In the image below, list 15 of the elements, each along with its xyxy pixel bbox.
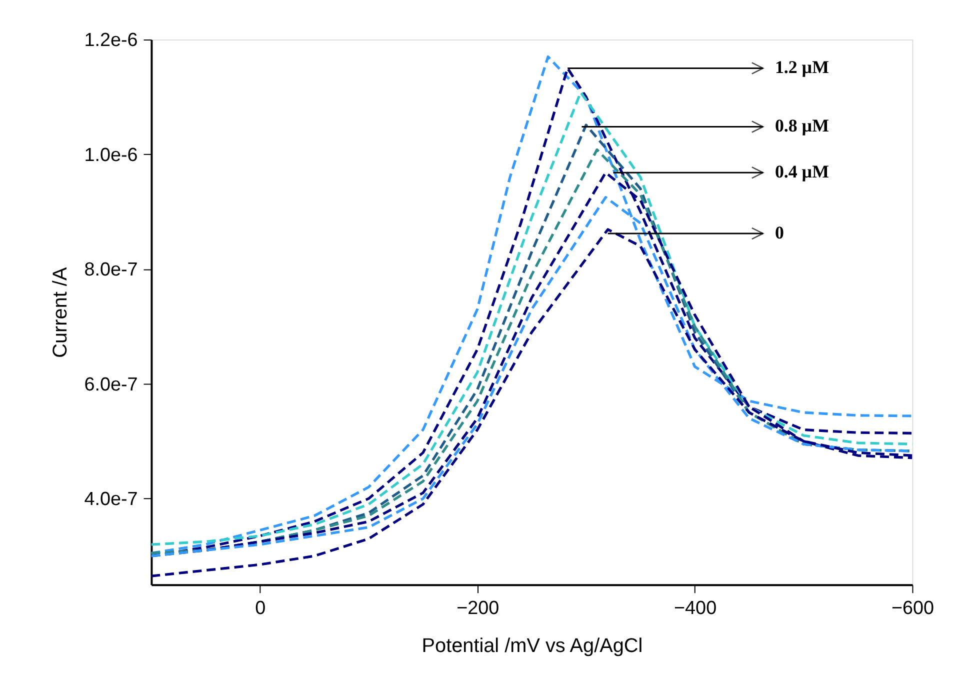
- x-tick-label: −200: [456, 598, 500, 620]
- y-tick-label: 6.0e-7: [84, 374, 138, 396]
- x-tick-label: 0: [255, 598, 266, 620]
- y-tick-label: 4.0e-7: [84, 489, 138, 510]
- y-tick-label: 1.2e-6: [84, 30, 138, 51]
- y-axis-title: Current /A: [49, 266, 72, 358]
- annotation: 0: [774, 222, 784, 242]
- x-tick-label: −400: [674, 598, 717, 620]
- x-tick-label: −600: [891, 598, 934, 620]
- annotation: 0.8 µM: [774, 116, 830, 136]
- y-tick-label: 1.0e-6: [84, 144, 138, 166]
- annotation: 1.2 µM: [774, 57, 830, 78]
- y-tick-label: 8.0e-7: [84, 260, 138, 281]
- x-axis-title: Potential /mV vs Ag/AgCl: [422, 634, 643, 657]
- annotation: 0.4 µM: [774, 162, 830, 182]
